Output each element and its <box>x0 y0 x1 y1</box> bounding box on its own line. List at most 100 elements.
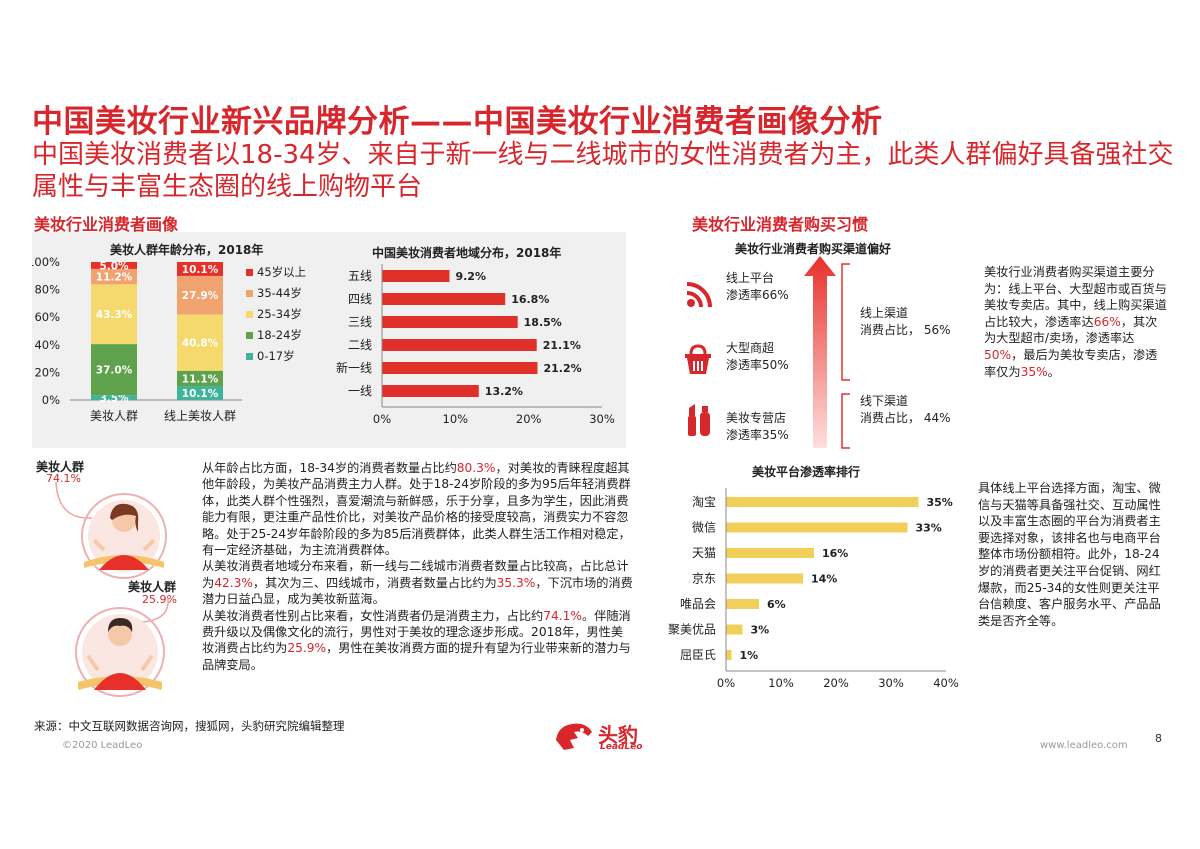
platform-category-label: 淘宝 <box>692 495 716 509</box>
y-tick-label: 100% <box>32 255 60 269</box>
shopping-basket-icon <box>685 344 711 374</box>
region-data-label: 21.1% <box>543 339 581 352</box>
text-segment: ，下沉市场的消费潜力日益凸显，成为美妆新蓝海。 <box>202 575 633 607</box>
channel-arrow <box>804 256 836 448</box>
age-bar-segment <box>91 344 137 396</box>
region-bar <box>382 270 450 282</box>
age-category-label: 线上美妆人群 <box>164 409 236 423</box>
text-segment: ，对美妆的青睐程度超其他年龄段，为美妆产品消费主力人群。处于18-24岁阶段的多… <box>202 461 631 558</box>
page-title: 中国美妆行业新兴品牌分析——中国美妆行业消费者画像分析 <box>32 104 883 140</box>
x-tick-label: 0% <box>373 412 391 426</box>
platform-bar <box>726 573 803 584</box>
page-number: 8 <box>1155 732 1162 745</box>
age-category-label: 美妆人群 <box>90 409 138 423</box>
platform-note: 具体线上平台选择方面，淘宝、微信与天猫等具备强社交、互动属性以及丰富生态圈的平台… <box>978 481 1161 628</box>
analysis-paragraph: 从年龄占比方面，18-34岁的消费者数量占比约80.3%，对美妆的青睐程度超其他… <box>202 460 634 558</box>
highlight-value: 42.3% <box>214 575 253 590</box>
y-tick-label: 0% <box>42 393 60 407</box>
region-bar <box>382 293 506 305</box>
region-category-label: 二线 <box>348 338 372 352</box>
age-data-label: 10.1% <box>182 264 219 276</box>
legend-label: 35-44岁 <box>257 286 302 300</box>
source-note: 来源：中文互联网数据咨询网，搜狐网，头豹研究院编辑整理 <box>34 719 345 733</box>
text-segment: ，最后为美妆专卖店，渗透率仅为 <box>984 347 1158 379</box>
text-segment: 。伴随消费升级以及偶像文化的流行，男性对于美妆的理念逐步形成。2018年，男性美… <box>202 608 631 656</box>
platform-data-label: 16% <box>822 547 848 560</box>
age-bar-segment <box>177 370 223 387</box>
channel-online-platform: 线上平台 渗透率66% <box>726 271 789 302</box>
platform-bar <box>726 522 908 533</box>
website: www.leadleo.com <box>1040 740 1128 751</box>
region-bar <box>382 339 537 351</box>
region-chart-title: 中国美妆消费者地域分布，2018年 <box>372 246 562 260</box>
analysis-paragraph: 从美妆消费者地域分布来看，新一线与二线城市消费者数量占比较高，占比总计为42.3… <box>202 558 634 607</box>
region-data-label: 21.2% <box>543 362 581 375</box>
platform-bar <box>726 599 759 609</box>
region-data-label: 18.5% <box>524 316 562 329</box>
region-data-label: 9.2% <box>455 270 486 283</box>
age-bar-segment <box>177 386 223 400</box>
highlight-value: 35% <box>1020 364 1048 379</box>
age-data-label: 3.5% <box>99 393 129 405</box>
highlight-value: 80.3% <box>456 461 496 475</box>
age-data-label: 10.1% <box>182 388 219 400</box>
age-bar-segment <box>91 395 137 400</box>
female-label: 美妆人群 <box>36 460 85 474</box>
copyright: ©2020 LeadLeo <box>62 740 143 751</box>
male-label: 美妆人群 <box>128 580 177 594</box>
analysis-paragraph: 从美妆消费者性别占比来看，女性消费者仍是消费主力，占比约74.1%。伴随消费升级… <box>202 608 634 674</box>
y-tick-label: 60% <box>34 310 60 324</box>
female-consumer-illustration <box>55 481 167 579</box>
legend-label: 45岁以上 <box>257 265 306 279</box>
platform-category-label: 京东 <box>692 572 716 586</box>
age-distribution-chart: 0% 20% 40% 60% 80% 100% 3.5% 37.0% 43.3% 11.2%5.0… <box>32 255 306 423</box>
legend-swatch <box>246 290 253 297</box>
legend-label: 18-24岁 <box>257 328 302 342</box>
channel-supermarket: 大型商超 渗透率50% <box>726 341 789 372</box>
y-tick-label: 40% <box>34 338 60 352</box>
text-segment: 从年龄占比方面，18-34岁的消费者数量占比约 <box>202 461 457 475</box>
region-bar <box>382 385 479 397</box>
channel-chart-title: 美妆行业消费者购买渠道偏好 <box>735 242 892 256</box>
left-section-title: 美妆行业消费者画像 <box>34 215 179 234</box>
region-category-label: 新一线 <box>336 360 372 375</box>
region-category-label: 三线 <box>348 315 372 329</box>
text-segment: 。 <box>1047 364 1060 379</box>
age-data-label: 37.0% <box>96 365 133 377</box>
logo-subtext: LeadLeo <box>600 742 643 752</box>
y-tick-label: 20% <box>34 365 60 379</box>
age-bar-segment <box>177 275 223 315</box>
male-consumer-illustration <box>75 597 169 697</box>
logo-text: 头豹 <box>598 723 638 747</box>
female-pct: 74.1% <box>46 472 81 485</box>
legend-swatch <box>246 332 253 339</box>
y-tick-label: 80% <box>34 283 60 297</box>
highlight-value: 50% <box>984 347 1012 362</box>
channel-brackets <box>841 263 850 449</box>
x-tick-label: 10% <box>768 676 794 688</box>
region-data-label: 16.8% <box>511 293 549 306</box>
wifi-icon <box>686 282 712 308</box>
right-section-title: 美妆行业消费者购买习惯 <box>692 215 869 234</box>
x-tick-label: 30% <box>878 676 904 688</box>
x-tick-label: 30% <box>589 412 615 426</box>
x-tick-label: 0% <box>717 676 735 688</box>
channel-note: 美妆行业消费者购买渠道主要分为：线上平台、大型超市或百货与美妆专卖店。其中，线上… <box>984 264 1168 380</box>
x-tick-label: 40% <box>933 676 959 688</box>
platform-category-label: 屈臣氏 <box>680 648 716 662</box>
text-segment: ，其次为大型超市/卖场，渗透率达 <box>984 314 1158 346</box>
platform-data-label: 3% <box>751 624 770 637</box>
analysis-text: 从年龄占比方面，18-34岁的消费者数量占比约80.3%，对美妆的青睐程度超其他… <box>202 460 634 673</box>
platform-data-label: 1% <box>740 649 759 662</box>
legend-swatch <box>246 311 253 318</box>
text-segment: ，其次为三、四线城市，消费者数量占比约为 <box>252 575 497 590</box>
age-data-label: 27.9% <box>182 290 219 302</box>
region-category-label: 五线 <box>348 269 372 283</box>
text-segment: 从美妆消费者性别占比来看，女性消费者仍是消费主力，占比约 <box>202 608 544 623</box>
x-tick-label: 20% <box>516 412 542 426</box>
age-chart-title: 美妆人群年龄分布，2018年 <box>110 243 264 257</box>
page-subtitle: 中国美妆消费者以18-34岁、来自于新一线与二线城市的女性消费者为主，此类人群偏… <box>32 140 1174 202</box>
offline-share: 线下渠道 消费占比， 44% <box>860 394 951 425</box>
x-tick-label: 10% <box>443 412 469 426</box>
platform-category-label: 微信 <box>692 521 716 535</box>
